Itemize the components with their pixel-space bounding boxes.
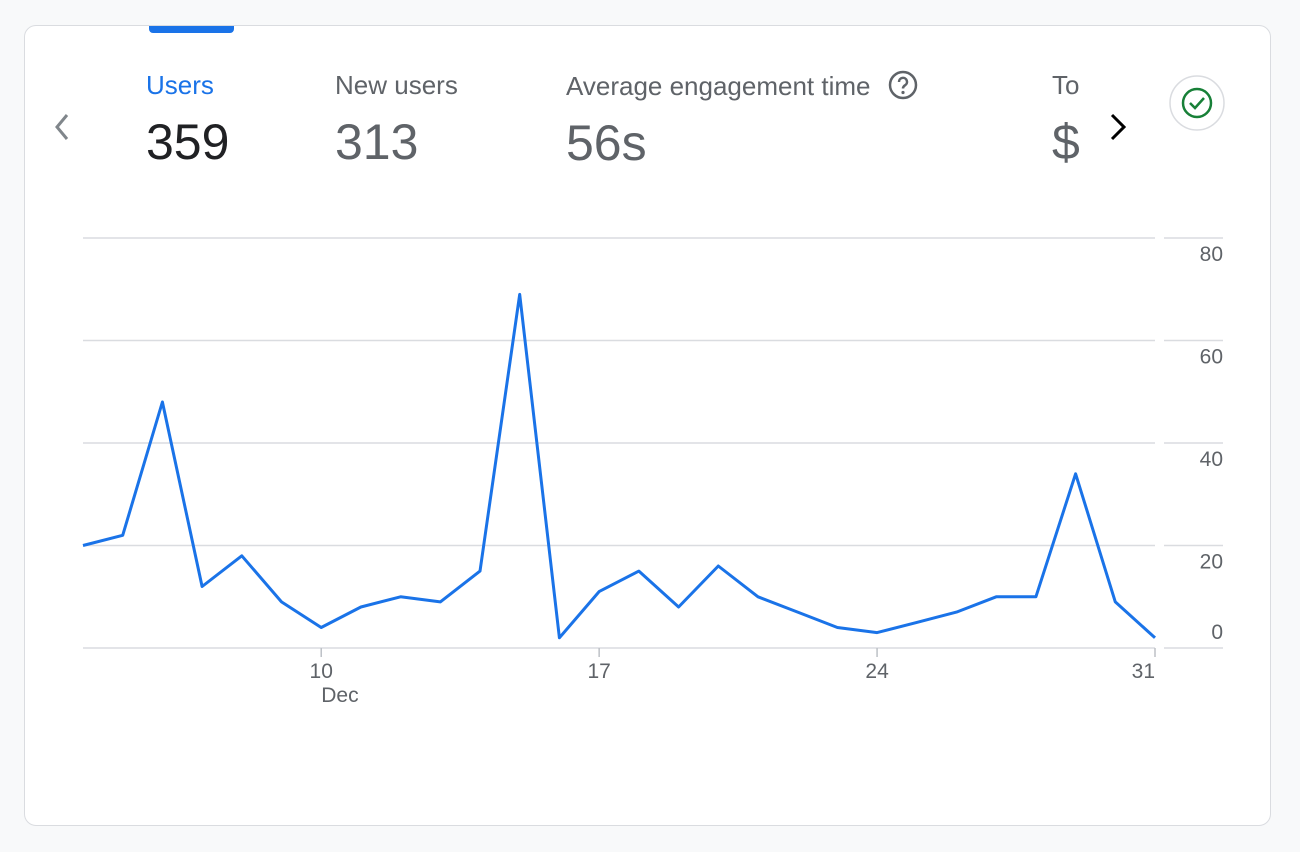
tab-value: 359 <box>146 114 230 170</box>
tab-label: To <box>1052 70 1080 100</box>
tab-value: 313 <box>335 114 419 170</box>
next-button[interactable] <box>1110 113 1127 141</box>
tab-value: 56s <box>566 115 647 171</box>
tab-label: New users <box>335 70 458 100</box>
metric-tab[interactable]: To $ <box>1052 70 1080 171</box>
tab-value: $ <box>1052 114 1080 170</box>
y-tick-label: 80 <box>1200 243 1223 266</box>
y-tick-label: 40 <box>1200 448 1223 471</box>
y-tick-label: 60 <box>1200 346 1223 369</box>
metric-tab[interactable]: New users 313 <box>335 70 458 171</box>
tab-label-text: Average engagement time <box>566 71 871 101</box>
x-tick-label: 17 <box>587 660 610 683</box>
y-tick-label: 0 <box>1211 621 1223 644</box>
metric-tab[interactable]: Users 359 <box>146 70 229 171</box>
metric-tabs: Users 359 New users 313 Average engageme… <box>25 26 1110 206</box>
x-tick-label: 24 <box>865 660 889 683</box>
prev-button[interactable] <box>55 114 69 140</box>
tab-indicator <box>149 26 234 33</box>
data-line <box>82 292 1157 640</box>
x-month-label: Dec <box>321 684 358 707</box>
x-tick-label: 31 <box>1132 660 1155 683</box>
tab-label: Users <box>146 70 214 100</box>
help-icon[interactable] <box>888 70 918 100</box>
metric-tab[interactable]: Average engagement time 56s <box>566 70 918 172</box>
status-icon[interactable] <box>1169 75 1225 131</box>
card: Users 359 New users 313 Average engageme… <box>24 25 1271 826</box>
tab-label: Average engagement time <box>566 70 918 102</box>
x-tick-label: 10 <box>310 660 333 683</box>
y-tick-label: 20 <box>1200 551 1223 574</box>
